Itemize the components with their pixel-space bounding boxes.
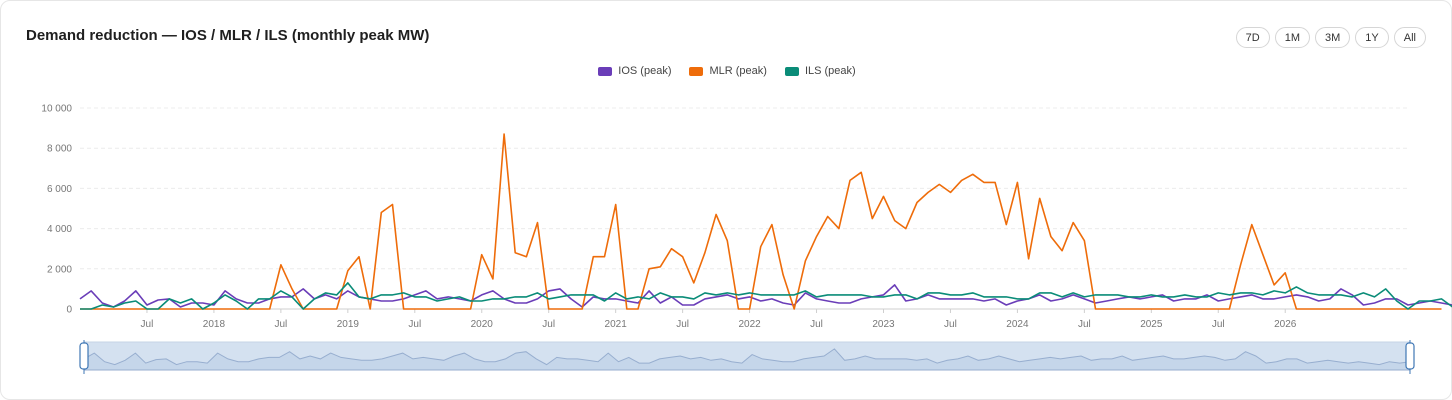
y-tick-label: 10 000 <box>41 104 72 115</box>
x-tick-label: 2025 <box>1140 319 1163 330</box>
legend-swatch-ils <box>784 66 799 76</box>
x-tick-label: 2026 <box>1274 319 1297 330</box>
x-tick-label: Jul <box>676 319 689 330</box>
y-axis-ticks: 0 2 000 4 000 6 000 8 000 10 000 <box>41 104 72 316</box>
series-lines <box>79 133 1452 310</box>
legend-item-ils[interactable]: ILS (peak) <box>784 65 856 77</box>
x-tick-label: Jul <box>408 319 421 330</box>
range-1m-button[interactable]: 1M <box>1274 27 1311 48</box>
chart-legend: IOS (peak) MLR (peak) ILS (peak) <box>1 65 1452 77</box>
range-selector: 7D 1M 3M 1Y All <box>1235 27 1426 48</box>
x-tick-label: 2022 <box>738 319 761 330</box>
legend-item-mlr[interactable]: MLR (peak) <box>689 65 767 77</box>
x-axis-ticks: Jul 2018 Jul 2019 Jul 2020 Jul 2021 Jul 2022 Jul 20… <box>141 309 1297 330</box>
range-1y-button[interactable]: 1Y <box>1355 27 1389 48</box>
legend-label-mlr: MLR (peak) <box>709 65 767 77</box>
navigator-series <box>83 348 1411 371</box>
series-line-mlr <box>80 133 1442 310</box>
x-tick-label: Jul <box>1212 319 1225 330</box>
x-tick-label: 2021 <box>605 319 628 330</box>
handle-grip <box>1405 342 1415 370</box>
legend-swatch-ios <box>598 66 613 76</box>
y-tick-label: 8 000 <box>47 144 72 155</box>
x-tick-label: Jul <box>542 319 555 330</box>
x-tick-label: Jul <box>944 319 957 330</box>
navigator-left-handle[interactable] <box>79 340 89 374</box>
chart-title: Demand reduction — IOS / MLR / ILS (mont… <box>26 27 430 44</box>
series-line-ios <box>79 284 1452 308</box>
x-tick-label: 2024 <box>1006 319 1029 330</box>
legend-item-ios[interactable]: IOS (peak) <box>598 65 671 77</box>
x-tick-label: Jul <box>141 319 154 330</box>
y-tick-label: 2 000 <box>47 264 72 275</box>
grid-lines <box>80 107 1408 310</box>
range-navigator[interactable] <box>79 340 1415 374</box>
range-7d-button[interactable]: 7D <box>1235 27 1270 48</box>
x-tick-label: 2018 <box>203 319 226 330</box>
x-tick-label: 2019 <box>337 319 360 330</box>
x-tick-label: Jul <box>810 319 823 330</box>
y-tick-label: 4 000 <box>47 224 72 235</box>
range-all-button[interactable]: All <box>1393 27 1426 48</box>
y-tick-label: 6 000 <box>47 184 72 195</box>
x-tick-label: Jul <box>274 319 287 330</box>
x-tick-label: Jul <box>1078 319 1091 330</box>
legend-swatch-mlr <box>689 66 704 76</box>
legend-label-ios: IOS (peak) <box>618 65 672 77</box>
navigator-right-handle[interactable] <box>1405 340 1415 374</box>
legend-label-ils: ILS (peak) <box>804 65 856 77</box>
x-tick-label: 2020 <box>471 319 494 330</box>
handle-grip <box>79 342 89 370</box>
x-tick-label: 2023 <box>872 319 895 330</box>
y-tick-label: 0 <box>66 305 72 316</box>
series-line-ils <box>80 282 1452 310</box>
range-3m-button[interactable]: 3M <box>1315 27 1351 48</box>
